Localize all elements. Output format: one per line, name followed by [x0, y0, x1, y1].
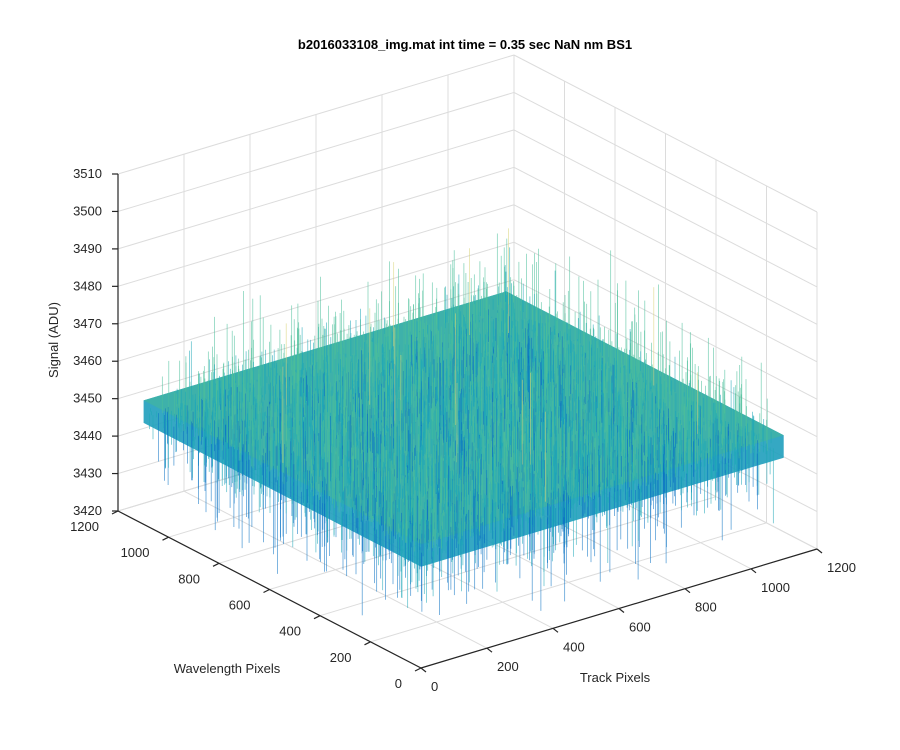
wall-grid-line [513, 279, 818, 438]
wall-grid-line [513, 92, 818, 250]
chart-title: b2016033108_img.mat int time = 0.35 sec … [298, 37, 632, 52]
wall-grid-line [117, 241, 515, 362]
wall-grid-line [513, 129, 818, 288]
wall-grid-line [117, 91, 515, 212]
floor-grid-line [319, 496, 717, 617]
wall-grid-line [117, 54, 515, 175]
wall-grid-line [513, 166, 818, 325]
wall-grid-line [117, 129, 515, 250]
floor-grid-line [370, 522, 767, 643]
wall-grid-line [513, 204, 818, 363]
wall-grid-line [117, 279, 515, 400]
wall-grid-line [513, 54, 818, 213]
surface [143, 228, 784, 616]
wall-grid-line [117, 204, 515, 325]
wall-grid-line [513, 241, 818, 400]
wall-grid-line [117, 166, 515, 287]
